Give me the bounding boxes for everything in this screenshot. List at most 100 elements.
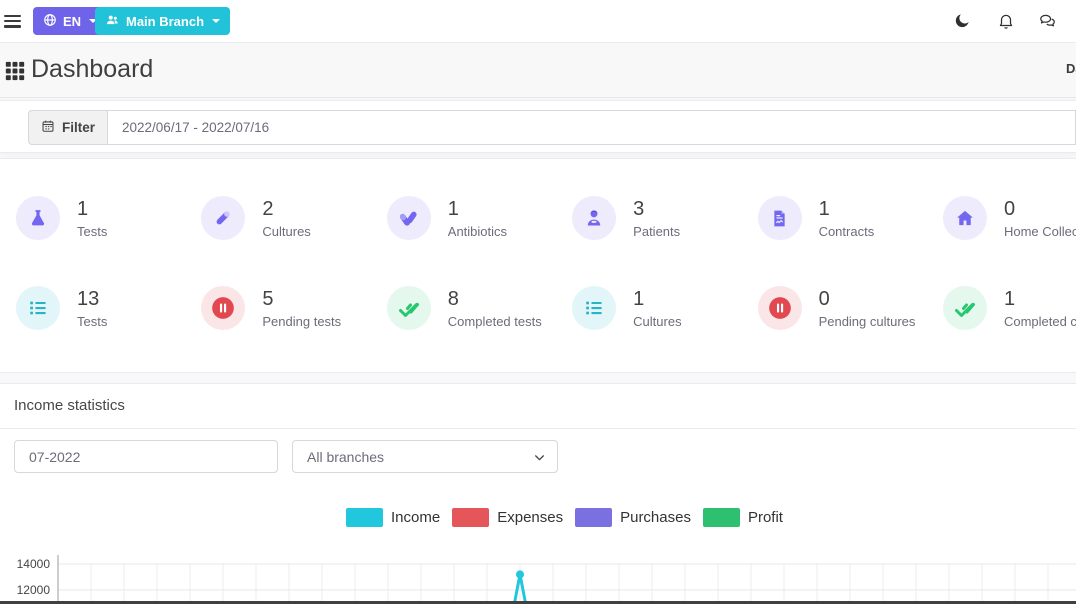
- date-range-input[interactable]: [107, 110, 1076, 145]
- stat-value: 1: [818, 197, 830, 220]
- date-filter-group: Filter: [28, 110, 1076, 145]
- stat-label: Cultures: [262, 223, 311, 239]
- stat-label: Patients: [633, 223, 681, 239]
- stat-value: 1: [77, 197, 89, 220]
- stat-value: 8: [447, 287, 459, 310]
- stat-label: Pending tests: [262, 313, 342, 329]
- income-statistics-card: Income statistics All branches Income Ex…: [0, 383, 1076, 604]
- stat-pending-cultures: 0 Pending cultures: [757, 286, 943, 330]
- filter-card: Filter: [0, 100, 1076, 153]
- divider: [0, 428, 1076, 429]
- stat-cultures: 2 Cultures: [201, 196, 386, 240]
- stat-value: 3: [633, 197, 645, 220]
- patient-icon: [572, 196, 617, 240]
- legend-profit[interactable]: Profit: [702, 508, 783, 527]
- stat-value: 13: [77, 287, 100, 310]
- stat-value: 1: [447, 197, 459, 220]
- capsules-icon: [386, 196, 431, 240]
- stat-label: Pending cultures: [818, 313, 916, 329]
- legend-income[interactable]: Income: [346, 508, 440, 527]
- legend-label: Profit: [747, 509, 783, 526]
- stat-value: 2: [262, 197, 274, 220]
- stat-antibiotics: 1 Antibiotics: [386, 196, 572, 240]
- svg-text:14000: 14000: [17, 557, 51, 571]
- filter-prepend: Filter: [28, 110, 108, 145]
- check-double-icon: [386, 286, 431, 330]
- globe-icon: [43, 13, 57, 30]
- month-picker-input[interactable]: [14, 440, 278, 473]
- stat-tests: 1 Tests: [16, 196, 201, 240]
- expenses-swatch: [452, 508, 490, 527]
- sidebar-toggle-icon[interactable]: [4, 12, 24, 30]
- stats-card: 1 Tests 2 Cultures 1 Antibiotics 3 Patients: [0, 158, 1076, 373]
- legend-expenses[interactable]: Expenses: [452, 508, 563, 527]
- stat-tests-total: 13 Tests: [16, 286, 201, 330]
- stat-completed-tests: 8 Completed tests: [386, 286, 572, 330]
- language-label: EN: [63, 13, 82, 29]
- breadcrumb: Dashboard: [1066, 61, 1076, 76]
- users-branch-icon: [105, 13, 120, 30]
- list-icon: [572, 286, 617, 330]
- legend-label: Expenses: [497, 509, 564, 526]
- stat-label: Home Collection: [1003, 223, 1076, 239]
- stat-completed-cultures: 1 Completed cultures: [942, 286, 1076, 330]
- legend-label: Purchases: [620, 509, 691, 526]
- vial-icon: [201, 196, 246, 240]
- profit-swatch: [702, 508, 740, 527]
- stat-cultures-total: 1 Cultures: [572, 286, 757, 330]
- messages-chat-icon[interactable]: [1038, 12, 1058, 32]
- check-double-icon: [942, 286, 987, 330]
- stat-value: 1: [633, 287, 645, 310]
- stat-patients: 3 Patients: [572, 196, 757, 240]
- income-statistics-title: Income statistics: [14, 397, 125, 414]
- filter-label: Filter: [62, 120, 96, 135]
- caret-down-icon: [89, 19, 98, 23]
- stat-label: Completed cultures: [1003, 313, 1076, 329]
- stat-label: Antibiotics: [447, 223, 508, 239]
- legend-purchases[interactable]: Purchases: [575, 508, 691, 527]
- chevron-down-icon: [535, 455, 544, 461]
- file-contract-icon: [757, 196, 802, 240]
- svg-text:12000: 12000: [17, 583, 51, 597]
- purchases-swatch: [575, 508, 613, 527]
- stat-label: Cultures: [633, 313, 682, 329]
- language-dropdown-button[interactable]: EN: [33, 7, 108, 35]
- income-chart: 14000 12000: [0, 549, 1076, 604]
- dashboard-grid-icon: [4, 60, 26, 87]
- stat-label: Tests: [77, 223, 108, 239]
- bottom-dark-bar: [0, 601, 1076, 604]
- pause-circle-icon: [201, 286, 246, 330]
- branch-select-value: All branches: [307, 448, 385, 465]
- stat-value: 1: [1003, 287, 1016, 310]
- home-icon: [942, 196, 987, 240]
- stat-label: Tests: [77, 313, 108, 329]
- page-header: Dashboard Dashboard: [0, 43, 1076, 98]
- stat-value: 0: [818, 287, 830, 310]
- list-icon: [16, 286, 60, 330]
- flask-icon: [16, 196, 60, 240]
- stat-pending-tests: 5 Pending tests: [201, 286, 386, 330]
- dark-mode-moon-icon[interactable]: [953, 12, 973, 32]
- pause-circle-icon: [757, 286, 802, 330]
- stat-label: Contracts: [818, 223, 875, 239]
- branch-select[interactable]: All branches: [292, 440, 558, 473]
- caret-down-icon: [212, 19, 221, 23]
- stat-label: Completed tests: [447, 313, 542, 329]
- branch-dropdown-button[interactable]: Main Branch: [95, 7, 231, 35]
- stats-row-created: 1 Tests 2 Cultures 1 Antibiotics 3 Patients: [16, 196, 1076, 240]
- stats-row-status: 13 Tests 5 Pending tests 8 Completed tests …: [16, 286, 1076, 330]
- stat-value: 0: [1003, 197, 1016, 220]
- calendar-icon: [41, 119, 55, 136]
- page-title: Dashboard: [31, 55, 154, 83]
- branch-label: Main Branch: [126, 13, 205, 29]
- stat-home-collection: 0 Home Collection: [942, 196, 1076, 240]
- stat-value: 5: [262, 287, 274, 310]
- line-chart-canvas: 14000 12000: [17, 555, 1076, 604]
- stat-contracts: 1 Contracts: [757, 196, 943, 240]
- chart-legend: Income Expenses Purchases Profit: [53, 508, 1076, 527]
- legend-label: Income: [391, 509, 441, 526]
- notifications-bell-icon[interactable]: [997, 12, 1017, 32]
- income-swatch: [346, 508, 384, 527]
- top-navbar: EN Main Branch: [0, 0, 1076, 43]
